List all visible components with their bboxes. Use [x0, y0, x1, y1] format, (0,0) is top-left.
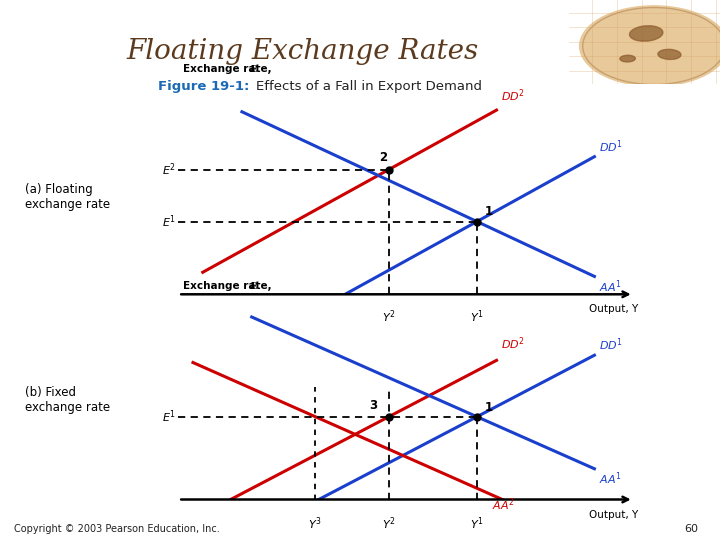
Text: (a) Floating
exchange rate: (a) Floating exchange rate	[25, 183, 110, 211]
Circle shape	[580, 6, 720, 86]
Text: 60: 60	[685, 523, 698, 534]
Text: $E^2$: $E^2$	[162, 161, 176, 178]
Ellipse shape	[629, 26, 663, 41]
Text: $DD^2$: $DD^2$	[501, 336, 526, 353]
Text: $Y^2$: $Y^2$	[382, 515, 396, 532]
Text: $DD^2$: $DD^2$	[501, 87, 526, 104]
Text: Copyright © 2003 Pearson Education, Inc.: Copyright © 2003 Pearson Education, Inc.	[14, 523, 220, 534]
Text: E: E	[249, 65, 257, 74]
Text: Figure 19-1:: Figure 19-1:	[158, 80, 250, 93]
Text: Exchange rate,: Exchange rate,	[183, 64, 276, 74]
Text: $Y^3$: $Y^3$	[308, 515, 323, 532]
Text: $AA^2$: $AA^2$	[492, 497, 514, 513]
Text: Output, Y: Output, Y	[589, 510, 639, 520]
Text: $AA^1$: $AA^1$	[599, 471, 622, 487]
Text: 1: 1	[485, 401, 492, 414]
Text: $E^1$: $E^1$	[162, 213, 176, 230]
Text: (b) Fixed
exchange rate: (b) Fixed exchange rate	[25, 386, 110, 414]
Text: E: E	[249, 281, 257, 291]
Text: $DD^1$: $DD^1$	[599, 336, 624, 353]
Text: $AA^1$: $AA^1$	[599, 279, 622, 295]
Text: $DD^1$: $DD^1$	[599, 138, 624, 154]
Text: Exchange rate,: Exchange rate,	[183, 281, 276, 291]
Text: Effects of a Fall in Export Demand: Effects of a Fall in Export Demand	[256, 80, 482, 93]
Ellipse shape	[620, 55, 635, 62]
Text: Floating Exchange Rates: Floating Exchange Rates	[126, 38, 479, 65]
Text: $E^1$: $E^1$	[162, 408, 176, 425]
Text: 3: 3	[369, 399, 377, 412]
Text: 2: 2	[379, 151, 387, 164]
Text: $Y^1$: $Y^1$	[470, 309, 484, 326]
Text: Output, Y: Output, Y	[589, 304, 639, 314]
Text: 1: 1	[485, 205, 492, 218]
Text: $Y^1$: $Y^1$	[470, 515, 484, 532]
Text: $Y^2$: $Y^2$	[382, 309, 396, 326]
Ellipse shape	[658, 49, 681, 59]
